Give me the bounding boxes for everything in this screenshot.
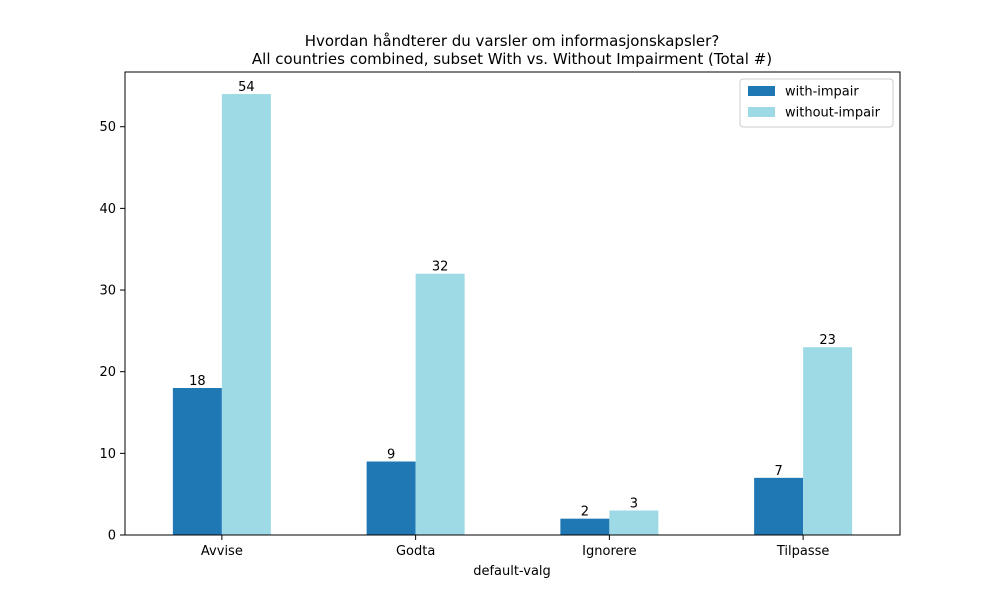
y-tick-label: 30 (99, 284, 116, 299)
bar-with-impair-tilpasse (754, 477, 804, 535)
legend-box (739, 78, 894, 128)
bar-without-impair-avvise (221, 94, 271, 536)
x-axis-label: default-valg (473, 564, 551, 579)
data-label: 7 (774, 464, 782, 479)
x-tick-label: Avvise (201, 544, 243, 559)
bar-with-impair-godta (366, 461, 416, 535)
x-tick-label: Tilpasse (776, 544, 830, 559)
bars (172, 94, 853, 536)
bar-without-impair-tilpasse (803, 347, 853, 535)
plot-frame (124, 71, 901, 536)
data-label: 32 (432, 260, 449, 275)
data-label: 9 (387, 448, 395, 463)
legend-entry-label: without-impair (785, 106, 881, 121)
legend-swatch (748, 86, 775, 96)
y-tick-label: 0 (108, 529, 116, 544)
y-axis: 0 10 20 30 40 50 (99, 120, 125, 544)
legend-swatch (748, 107, 775, 117)
bar-with-impair-avvise (172, 388, 222, 535)
bar-without-impair-godta (415, 273, 465, 535)
legend: with-impair without-impair (739, 78, 894, 128)
y-tick-label: 50 (99, 120, 116, 135)
bar-without-impair-ignorere (609, 510, 659, 535)
data-label: 3 (630, 497, 638, 512)
plot-area (124, 71, 901, 536)
y-tick-label: 10 (99, 447, 116, 462)
data-label: 54 (238, 80, 255, 95)
chart-title: Hvordan håndterer du varsler om informas… (305, 32, 720, 50)
x-tick-label: Godta (396, 544, 435, 559)
chart-subtitle: All countries combined, subset With vs. … (252, 50, 772, 68)
x-axis: Avvise Godta Ignorere Tilpasse (201, 535, 829, 559)
data-label: 2 (581, 505, 589, 520)
y-tick-label: 40 (99, 202, 116, 217)
legend-entry-label: with-impair (785, 85, 859, 100)
x-tick-label: Ignorere (582, 544, 636, 559)
data-label: 18 (189, 374, 206, 389)
data-label: 23 (819, 333, 836, 348)
bar-with-impair-ignorere (560, 518, 610, 535)
y-tick-label: 20 (99, 365, 116, 380)
